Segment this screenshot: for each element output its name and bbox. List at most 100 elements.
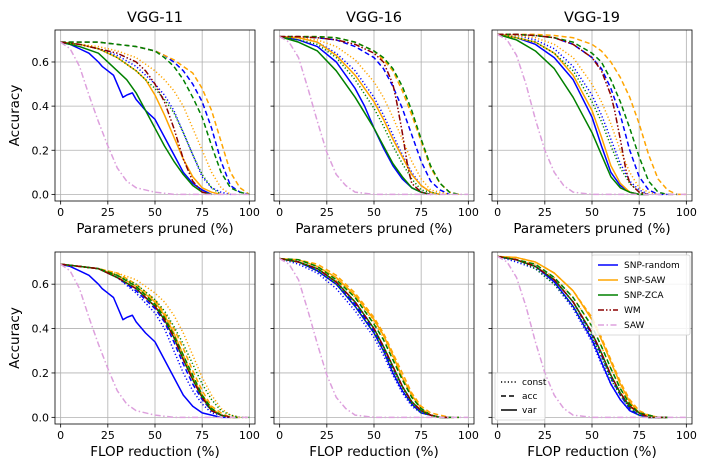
x-tick-label: 75: [195, 429, 209, 442]
series-snp-saw-dotted: [497, 33, 659, 196]
series-snp-saw-dotted: [60, 263, 250, 419]
series-group: [60, 263, 250, 419]
x-tick-label: 100: [239, 206, 260, 219]
x-tick-label: 50: [148, 429, 162, 442]
series-snp-random-solid: [279, 257, 450, 419]
series-group: [497, 33, 687, 196]
series-snp-saw-dashed: [497, 33, 687, 196]
x-tick-label: 100: [676, 206, 697, 219]
panel-vgg16-flops: 0 25 50 75 100 FLOP reduction (%): [270, 251, 479, 460]
panel-vgg11-params: 0 25 50 75 100 0.0 0.2 0.4 0.6 Parameters pruned …: [7, 10, 260, 237]
legend-box: [591, 254, 691, 336]
series-saw-dashdot: [60, 41, 250, 196]
y-tick-label: 0.0: [32, 188, 50, 201]
x-tick-label: 100: [239, 429, 260, 442]
series-snp-zca-dotted: [60, 263, 250, 419]
series-snp-zca-dotted: [497, 33, 649, 196]
x-tick-label: 75: [632, 429, 646, 442]
x-tick-label: 100: [458, 206, 479, 219]
x-tick-label: 0: [494, 429, 501, 442]
y-axis-label: Accuracy: [7, 307, 23, 369]
x-tick-label: 25: [101, 429, 115, 442]
x-tick-label: 0: [57, 206, 64, 219]
series-snp-zca-dashed: [279, 257, 459, 419]
series-snp-zca-dotted: [279, 257, 450, 419]
x-axis-label: FLOP reduction (%): [90, 444, 219, 460]
x-tick-label: 25: [320, 206, 334, 219]
x-tick-label: 25: [538, 429, 552, 442]
series-saw-dashdot: [497, 255, 687, 419]
series-snp-random-dotted: [279, 257, 450, 419]
series-saw-dashdot: [497, 33, 687, 196]
series-snp-zca-solid: [279, 35, 431, 196]
series-snp-saw-dotted: [279, 35, 450, 196]
x-axis-label: Parameters pruned (%): [295, 221, 452, 237]
series-snp-random-dashed: [60, 263, 240, 419]
series-snp-random-dotted: [497, 33, 649, 196]
y-tick-label: 0.4: [32, 323, 50, 336]
series-group: [497, 255, 687, 419]
series-wm-dashdotdot: [279, 257, 450, 419]
x-tick-label: 0: [276, 206, 283, 219]
series-snp-zca-dashed: [497, 33, 677, 196]
series-snp-random-dashed: [279, 257, 450, 419]
legend-label: SAW: [624, 321, 645, 331]
x-tick-label: 25: [538, 206, 552, 219]
series-snp-saw-solid: [60, 41, 222, 196]
series-wm-dashdotdot: [497, 33, 649, 196]
x-tick-label: 75: [414, 429, 428, 442]
series-snp-saw-dotted: [279, 257, 450, 419]
series-snp-saw-solid: [60, 263, 240, 419]
series-snp-saw-dashed: [60, 41, 250, 195]
series-snp-random-dashed: [60, 41, 250, 196]
x-axis-label: Parameters pruned (%): [76, 221, 233, 237]
series-snp-zca-dashed: [279, 35, 460, 196]
x-tick-label: 0: [494, 206, 501, 219]
panel-title: VGG-11: [127, 10, 183, 26]
y-tick-label: 0.4: [32, 100, 50, 113]
series-group: [279, 257, 469, 419]
legend-label: SNP-ZCA: [624, 291, 664, 301]
y-tick-label: 0.0: [32, 411, 50, 424]
panel-vgg16-params: 0 25 50 75 100 Parameters pruned (%) VGG-16: [270, 10, 479, 237]
legend-label: const: [522, 378, 547, 388]
series-saw-dashdot: [279, 35, 469, 196]
series-snp-zca-solid: [497, 33, 649, 196]
series-snp-zca-solid: [279, 257, 450, 419]
series-snp-saw-dashed: [497, 255, 668, 419]
series-snp-random-solid: [60, 263, 231, 419]
series-snp-saw-dashed: [279, 257, 459, 419]
x-tick-label: 25: [101, 206, 115, 219]
x-tick-label: 50: [367, 206, 381, 219]
legend-styles: const acc var: [494, 372, 547, 421]
x-tick-label: 0: [276, 429, 283, 442]
x-tick-label: 50: [585, 206, 599, 219]
legend-box: [494, 372, 546, 421]
series-group: [60, 41, 250, 196]
x-axis-label: FLOP reduction (%): [527, 444, 656, 460]
x-axis-label: FLOP reduction (%): [309, 444, 438, 460]
x-tick-label: 25: [320, 429, 334, 442]
x-tick-label: 0: [57, 429, 64, 442]
x-tick-label: 100: [676, 429, 697, 442]
legend-methods: SNP-random SNP-SAW SNP-ZCA WM SAW: [591, 254, 691, 336]
series-snp-random-solid: [60, 41, 212, 196]
x-tick-label: 75: [195, 206, 209, 219]
y-tick-label: 0.6: [32, 278, 50, 291]
panel-vgg11-flops: 0 25 50 75 100 0.0 0.2 0.4 0.6 FLOP reduction (%)…: [7, 251, 260, 460]
series-group: [279, 35, 469, 196]
x-tick-label: 50: [585, 429, 599, 442]
y-axis-label: Accuracy: [7, 85, 23, 147]
series-wm-dashdotdot: [60, 41, 212, 196]
y-tick-label: 0.2: [32, 367, 50, 380]
series-snp-saw-solid: [279, 35, 441, 196]
series-snp-zca-dotted: [279, 35, 441, 196]
series-snp-saw-dotted: [60, 41, 231, 195]
series-snp-zca-dotted: [60, 41, 222, 195]
series-snp-zca-dashed: [497, 255, 668, 419]
y-tick-label: 0.2: [32, 144, 50, 157]
x-axis-label: Parameters pruned (%): [513, 221, 670, 237]
panel-title: VGG-19: [564, 10, 620, 26]
